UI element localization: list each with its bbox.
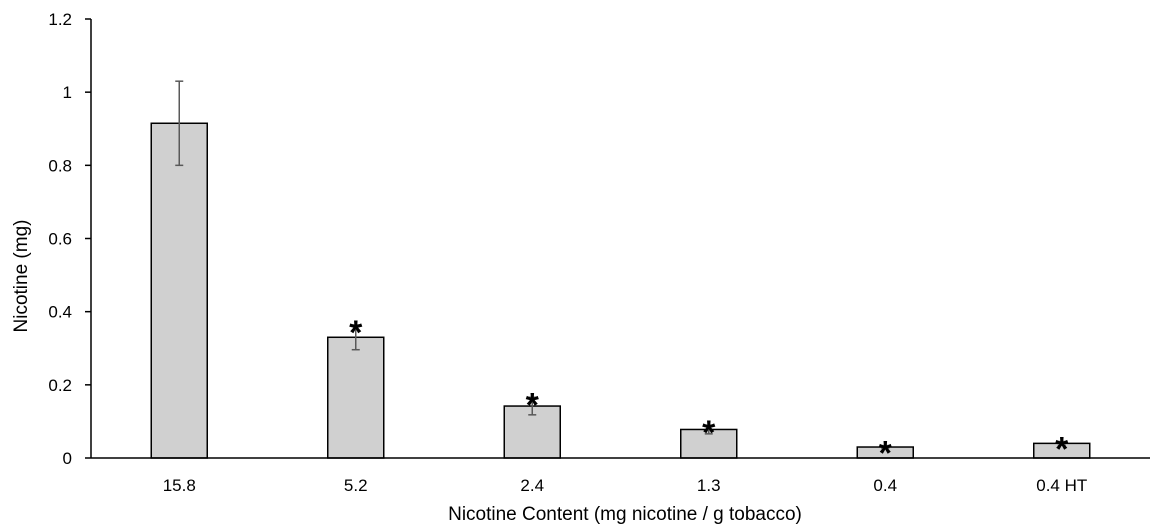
- y-tick-label: 0.6: [48, 230, 72, 249]
- significance-marker: *: [349, 314, 363, 352]
- error-bar: [1057, 440, 1066, 446]
- x-tick-label: 15.8: [163, 476, 196, 495]
- bar: [327, 336, 385, 459]
- x-tick-label: 0.4: [873, 476, 897, 495]
- x-tick-label: 2.4: [520, 476, 544, 495]
- x-axis-title: Nicotine Content (mg nicotine / g tobacc…: [448, 504, 802, 525]
- bar: [150, 122, 208, 459]
- significance-marker: *: [702, 414, 716, 452]
- error-bar: [881, 444, 890, 450]
- significance-marker: *: [1055, 431, 1069, 469]
- significance-marker: *: [526, 386, 540, 424]
- y-tick-label: 0.8: [48, 156, 72, 175]
- error-bar: [528, 396, 537, 416]
- x-axis-ticks: 15.8 5.2 2.4 1.3 0.4 0.4 HT: [163, 476, 1088, 495]
- bars: * * * * *: [150, 80, 1091, 473]
- x-tick-label: 0.4 HT: [1036, 476, 1087, 495]
- significance-marker: *: [879, 435, 893, 473]
- y-tick-label: 1.2: [48, 10, 72, 29]
- y-tick-label: 1: [63, 83, 72, 102]
- y-axis-title: Nicotine (mg): [11, 220, 32, 333]
- y-tick-label: 0.4: [48, 303, 72, 322]
- y-tick-label: 0.2: [48, 376, 72, 395]
- bar: [503, 405, 561, 459]
- error-bar: [175, 80, 184, 167]
- x-tick-label: 5.2: [344, 476, 368, 495]
- y-tick-label: 0: [63, 449, 72, 468]
- y-axis-ticks: 0 0.2 0.4 0.6 0.8 1 1.2: [48, 10, 91, 468]
- error-bar: [704, 424, 713, 435]
- x-tick-label: 1.3: [697, 476, 721, 495]
- error-bar: [351, 324, 360, 351]
